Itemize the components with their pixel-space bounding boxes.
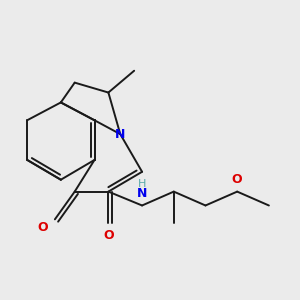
Text: N: N xyxy=(137,187,147,200)
Text: N: N xyxy=(115,128,125,141)
Text: O: O xyxy=(38,221,48,234)
Text: H: H xyxy=(138,179,146,190)
Text: O: O xyxy=(103,229,114,242)
Text: O: O xyxy=(232,173,242,186)
